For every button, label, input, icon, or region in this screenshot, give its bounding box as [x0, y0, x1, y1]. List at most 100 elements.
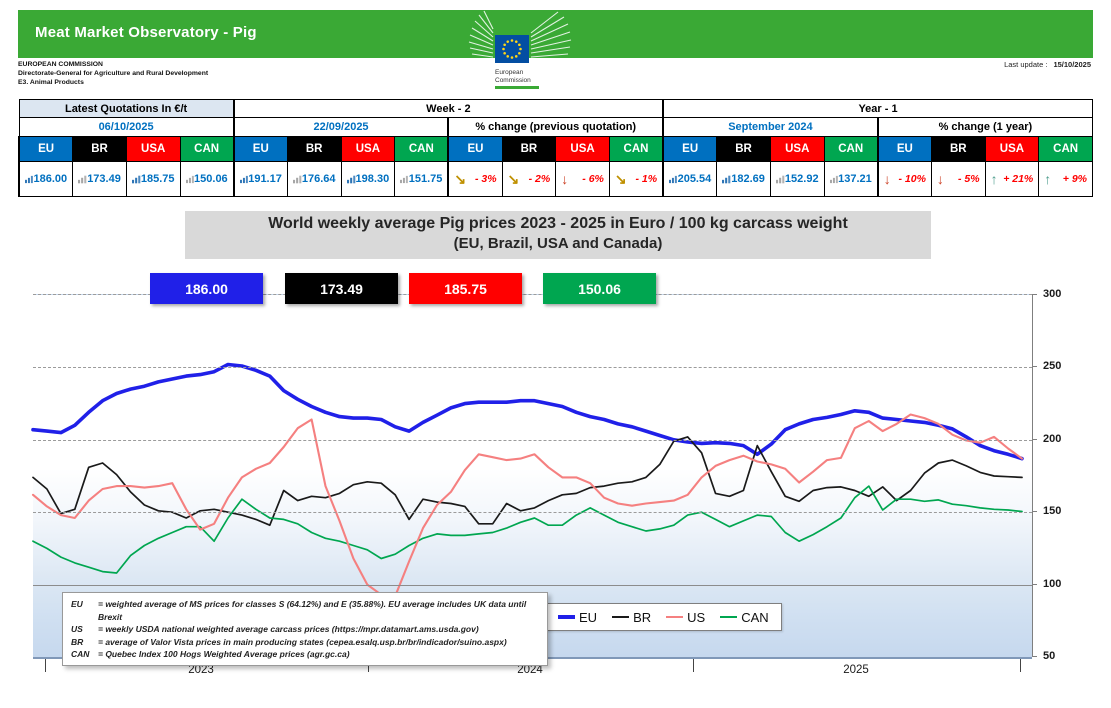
mini-bar-chart-icon [829, 175, 838, 183]
last-update: Last update : 15/10/2025 [1004, 60, 1091, 69]
value-cell: 205.54 [662, 161, 718, 197]
arrow-up-icon: ↑ [990, 171, 998, 187]
chart-title-line-2: (EU, Brazil, USA and Canada) [453, 235, 663, 252]
country-header-br: BR [716, 136, 771, 162]
y-tick [1032, 583, 1037, 585]
ec-logo-rays-right [530, 11, 572, 58]
percent-change-value: - 6% [582, 173, 604, 185]
country-header-usa: USA [555, 136, 610, 162]
quotation-value: 185.75 [140, 173, 175, 185]
last-update-value: 15/10/2025 [1053, 60, 1091, 69]
country-header-br: BR [72, 136, 127, 162]
arrow-up-icon: ↑ [1044, 171, 1052, 187]
price-line-eu [31, 362, 1024, 461]
value-cell: 191.17 [232, 161, 288, 197]
quotation-value: 182.69 [731, 173, 765, 185]
gridline-200 [33, 439, 1032, 441]
country-header-usa: USA [984, 136, 1040, 162]
value-cell: 186.00 [18, 161, 74, 197]
country-header-usa: USA [340, 136, 396, 162]
ec-logo-text-2: Commission [495, 77, 531, 84]
value-cell: ↑ + 21% [984, 161, 1040, 197]
footnote-key: EU [71, 599, 83, 609]
value-cell: 150.06 [179, 161, 235, 197]
value-cell: 173.49 [72, 161, 127, 197]
legend-item-us: US [666, 610, 705, 625]
quotation-value: 150.06 [194, 173, 228, 185]
mini-bar-chart-icon [775, 175, 785, 183]
ec-logo-underline [495, 86, 539, 89]
footnote-text: = weekly USDA national weighted average … [98, 624, 479, 634]
quotation-value: 151.75 [408, 173, 443, 185]
x-tick [693, 659, 694, 672]
legend-item-br: BR [612, 610, 651, 625]
value-cell: ↘ - 3% [447, 161, 503, 197]
x-tick [1020, 659, 1021, 672]
latest-value-box: 186.00 [150, 273, 263, 304]
header-bar: Meat Market Observatory - Pig [18, 10, 1093, 58]
percent-change-value: - 3% [474, 173, 497, 185]
table-sub-header: September 2024 [662, 117, 879, 137]
legend-item-eu: EU [558, 610, 597, 625]
footnote-text: = weighted average of MS prices for clas… [98, 599, 527, 622]
country-header-eu: EU [18, 136, 74, 162]
legend-label: US [687, 609, 706, 625]
country-header-can: CAN [608, 136, 664, 162]
latest-value-box: 173.49 [285, 273, 398, 304]
percent-change-value: + 21% [1003, 173, 1034, 185]
legend-item-can: CAN [720, 610, 769, 625]
ec-logo-rays-left [468, 10, 494, 58]
percent-change-value: - 10% [898, 173, 926, 185]
y-tick-label: 150 [1043, 505, 1062, 518]
quotation-value: 186.00 [33, 173, 68, 185]
value-cell: ↘ - 2% [501, 161, 557, 197]
footnote-line-br: BR = average of Valor Vista prices in mai… [71, 636, 539, 649]
value-cell: 182.69 [716, 161, 771, 197]
chart-title-line-1: World weekly average Pig prices 2023 - 2… [268, 215, 848, 232]
value-cell: 185.75 [125, 161, 181, 197]
value-cell: ↓ - 10% [876, 161, 932, 197]
arrow-down-right-icon: ↘ [507, 171, 520, 187]
percent-change-value: - 2% [528, 173, 551, 185]
value-cell: 137.21 [823, 161, 879, 197]
legend-swatch-eu [558, 615, 575, 619]
mini-bar-chart-icon [239, 175, 248, 183]
footnote-text: = average of Valor Vista prices in main … [98, 636, 507, 647]
footnote-text: = Quebec Index 100 Hogs Weighted Average… [98, 649, 350, 659]
country-header-can: CAN [1038, 136, 1093, 162]
y-tick-label: 100 [1043, 577, 1062, 590]
table-group-header: Year - 1 [662, 99, 1094, 118]
y-tick-label: 50 [1043, 650, 1056, 662]
y-tick [1032, 438, 1037, 440]
table-group-header: Week - 2 [232, 99, 664, 118]
percent-change-value: - 1% [635, 173, 658, 185]
gridline-150 [33, 512, 1032, 514]
country-header-usa: USA [769, 136, 825, 162]
country-header-br: BR [930, 136, 986, 162]
gridline-250 [33, 367, 1032, 369]
country-header-eu: EU [447, 136, 503, 162]
org-block: EUROPEAN COMMISSION Directorate-General … [18, 60, 208, 87]
value-cell: ↓ - 6% [555, 161, 610, 197]
ec-logo-text-1: European [495, 69, 524, 76]
eu-flag-stars [502, 39, 522, 59]
arrow-down-icon: ↓ [561, 171, 569, 187]
y-axis [1032, 294, 1033, 657]
mini-bar-chart-icon [78, 175, 87, 183]
legend-swatch-br [612, 616, 630, 618]
table-sub-header: % change (1 year) [876, 117, 1093, 137]
gridline-100 [33, 584, 1032, 586]
price-line-br [32, 436, 1023, 527]
quotation-value: 198.30 [355, 173, 390, 185]
y-tick-label: 200 [1043, 432, 1062, 445]
country-header-can: CAN [394, 136, 449, 162]
footnote-key: US [71, 624, 83, 634]
quotation-value: 173.49 [87, 173, 121, 185]
footnote-line-us: US = weekly USDA national weighted averag… [71, 623, 539, 636]
mini-bar-chart-icon [292, 175, 302, 183]
y-tick-label: 300 [1043, 288, 1062, 300]
org-line-2: Directorate-General for Agriculture and … [18, 70, 209, 77]
value-cell: 152.92 [769, 161, 825, 197]
source-footnotes: EU = weighted average of MS prices for cl… [62, 592, 548, 666]
price-line-us [31, 413, 1024, 598]
